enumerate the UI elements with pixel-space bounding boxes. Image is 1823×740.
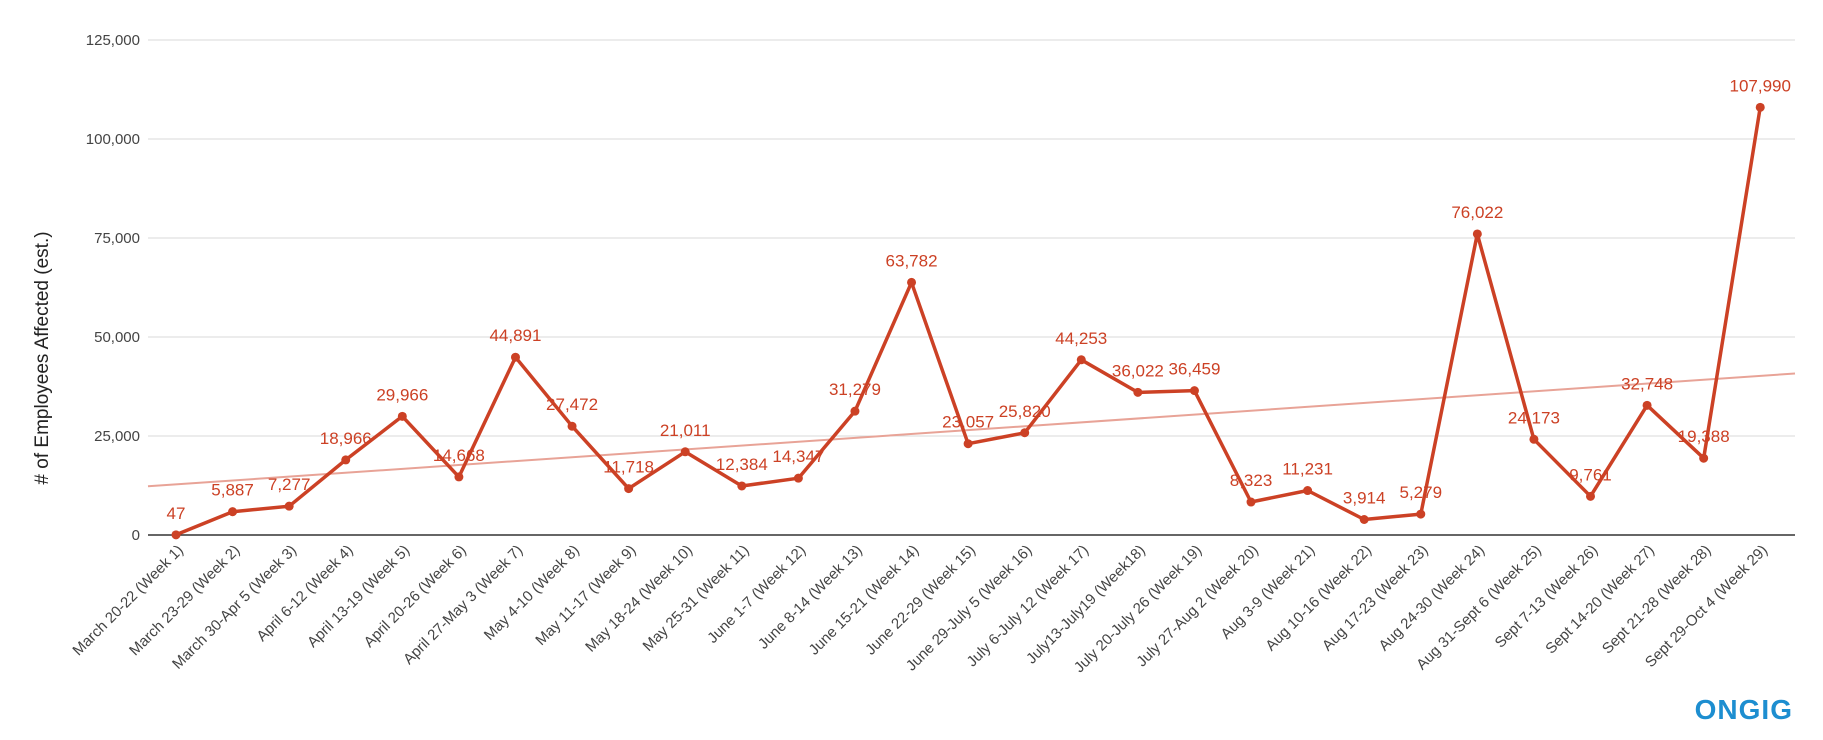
data-point xyxy=(567,421,577,431)
x-tick-label: Aug 17-23 (Week 23) xyxy=(1319,542,1432,655)
data-labels: 47 5,887 7,277 18,966 29,966 14,668 44,891 27,4… xyxy=(167,76,1791,522)
data-point xyxy=(228,507,238,517)
x-tick-label: Aug 24-30 (Week 24) xyxy=(1376,542,1489,655)
y-axis-ticks: 0 25,000 50,000 75,000 100,000 125,000 xyxy=(86,32,140,544)
data-point xyxy=(850,406,860,416)
x-tick-label: Aug 10-16 (Week 22) xyxy=(1262,542,1375,655)
data-point xyxy=(1416,509,1426,519)
data-label: 19,388 xyxy=(1678,427,1730,446)
data-label: 29,966 xyxy=(376,385,428,404)
data-label: 63,782 xyxy=(886,251,938,270)
data-label: 23,057 xyxy=(942,413,994,432)
data-label: 11,718 xyxy=(603,458,654,477)
data-label: 47 xyxy=(167,504,186,523)
data-label: 107,990 xyxy=(1730,76,1791,95)
data-point xyxy=(737,481,747,491)
data-point xyxy=(907,277,917,287)
data-point xyxy=(963,439,973,449)
x-tick-label: June 22-29 (Week 15) xyxy=(862,542,979,659)
data-point xyxy=(1020,428,1030,438)
data-label: 14,347 xyxy=(772,447,824,466)
ongig-logo: ONGIG xyxy=(1694,694,1793,725)
data-point xyxy=(1303,486,1313,496)
x-tick-label: Aug 3-9 (Week 21) xyxy=(1218,542,1319,643)
data-point xyxy=(1359,515,1369,525)
data-label: 76,022 xyxy=(1451,203,1503,222)
y-tick-label: 50,000 xyxy=(94,329,140,346)
series-line xyxy=(175,107,1762,537)
data-point xyxy=(793,473,803,483)
data-label: 36,022 xyxy=(1112,361,1164,380)
data-label: 44,253 xyxy=(1055,329,1107,348)
data-label: 3,914 xyxy=(1343,489,1386,508)
data-point xyxy=(1699,453,1709,463)
data-point xyxy=(1246,497,1256,507)
x-axis-ticks: March 20-22 (Week 1)March 23-29 (Week 2)… xyxy=(69,542,1771,676)
data-label: 21,011 xyxy=(660,421,711,440)
x-tick-label: May 11-17 (Week 9) xyxy=(532,542,639,649)
data-label: 8,323 xyxy=(1230,471,1273,490)
gridlines xyxy=(148,39,1795,437)
data-point xyxy=(1472,229,1482,239)
x-tick-label: April 6-12 (Week 4) xyxy=(253,542,356,645)
x-tick-label: May 25-31 (Week 11) xyxy=(640,542,753,655)
data-point xyxy=(1529,434,1539,444)
data-label: 24,173 xyxy=(1508,408,1560,427)
data-label: 31,279 xyxy=(829,380,881,399)
x-tick-label: April 13-19 (Week 5) xyxy=(304,542,413,651)
x-tick-label: May 18-24 (Week 10) xyxy=(582,542,696,656)
data-point xyxy=(624,484,634,494)
y-tick-label: 0 xyxy=(132,527,140,544)
data-point xyxy=(680,447,690,457)
x-tick-label: March 23-29 (Week 2) xyxy=(126,542,243,659)
data-label: 32,748 xyxy=(1621,374,1673,393)
data-label: 9,761 xyxy=(1569,465,1612,484)
data-point xyxy=(1189,386,1199,396)
data-label: 12,384 xyxy=(716,455,768,474)
data-label: 5,887 xyxy=(211,481,254,500)
data-point xyxy=(1642,400,1652,410)
data-point xyxy=(171,530,181,540)
data-point xyxy=(454,472,464,482)
data-point xyxy=(284,501,294,511)
y-tick-label: 100,000 xyxy=(86,131,140,148)
x-tick-label: May 4-10 (Week 8) xyxy=(481,542,583,644)
data-label: 7,277 xyxy=(268,475,311,494)
x-tick-label: March 20-22 (Week 1) xyxy=(69,542,186,659)
data-point xyxy=(397,411,407,421)
data-label: 18,966 xyxy=(320,429,372,448)
x-tick-label: Sept 14-20 (Week 27) xyxy=(1542,542,1658,658)
data-point xyxy=(510,352,520,362)
data-label: 27,472 xyxy=(546,395,598,414)
data-point xyxy=(1133,387,1143,397)
data-label: 44,891 xyxy=(489,326,541,345)
x-tick-label: Sept 7-13 (Week 26) xyxy=(1492,542,1602,652)
data-label: 14,668 xyxy=(433,446,485,465)
x-tick-label: Sept 21-28 (Week 28) xyxy=(1599,542,1715,658)
data-series xyxy=(171,102,1765,540)
data-point xyxy=(341,455,351,465)
data-label: 25,820 xyxy=(999,402,1051,421)
data-point xyxy=(1755,102,1765,112)
x-tick-label: June 15-21 (Week 14) xyxy=(806,542,923,659)
y-tick-label: 75,000 xyxy=(94,230,140,247)
x-tick-label: June 1-7 (Week 12) xyxy=(704,542,809,647)
x-tick-label: April 20-26 (Week 6) xyxy=(361,542,470,651)
data-label: 36,459 xyxy=(1168,360,1220,379)
data-point xyxy=(1076,355,1086,365)
x-tick-label: June 8-14 (Week 13) xyxy=(755,542,866,653)
y-tick-label: 25,000 xyxy=(94,428,140,445)
y-axis-label: # of Employees Affected (est.) xyxy=(32,231,53,484)
data-label: 11,231 xyxy=(1282,460,1333,479)
data-point xyxy=(1586,491,1595,501)
data-label: 5,279 xyxy=(1399,483,1442,502)
y-tick-label: 125,000 xyxy=(86,32,140,49)
